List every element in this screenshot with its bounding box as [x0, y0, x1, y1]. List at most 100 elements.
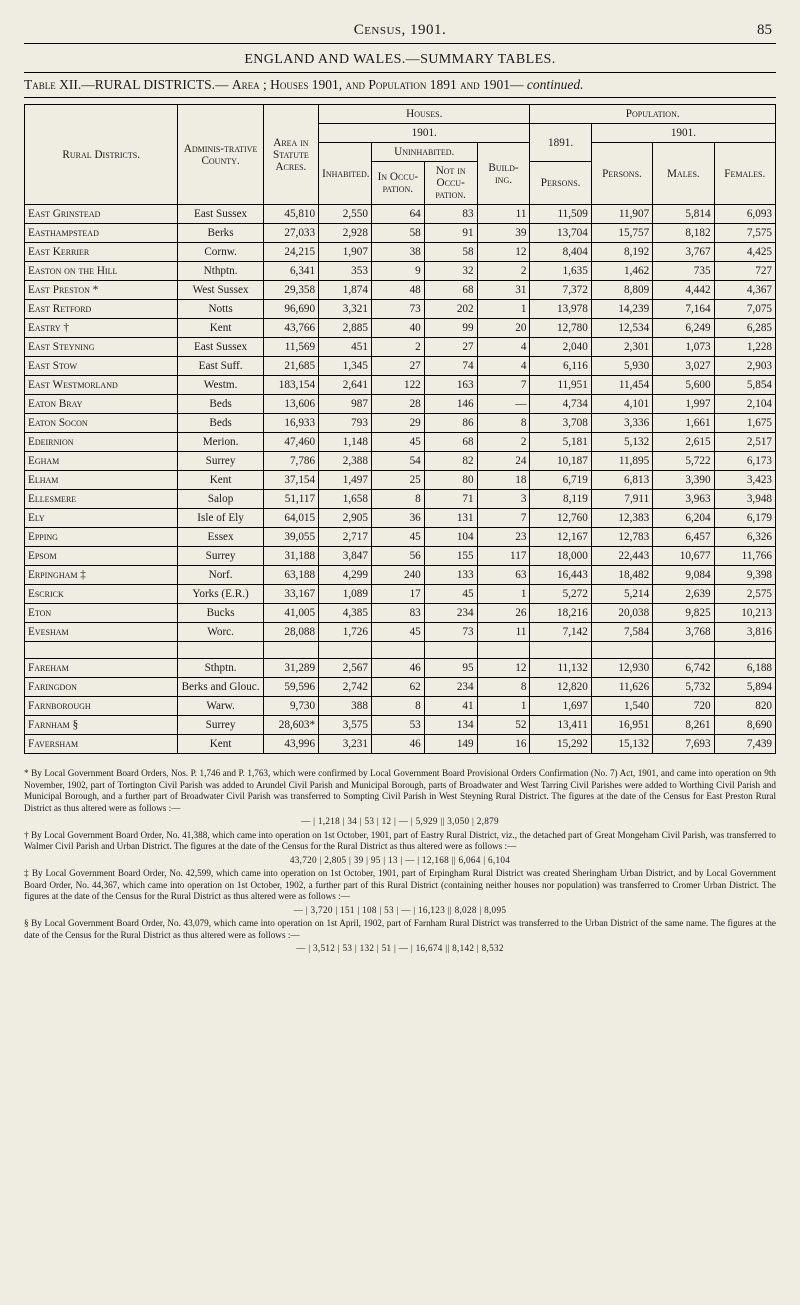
cell-females: 7,439 [714, 735, 775, 754]
cell-inhabited: 4,299 [319, 566, 372, 585]
cell-inhabited: 3,321 [319, 300, 372, 319]
cell-persons-1891: 13,978 [530, 300, 591, 319]
cell-females: 6,326 [714, 528, 775, 547]
cell-males: 2,615 [653, 433, 714, 452]
cell-building: 31 [477, 281, 530, 300]
cell-females: 11,766 [714, 547, 775, 566]
cell-district: East Westmorland [25, 376, 178, 395]
cell-county: East Sussex [178, 338, 263, 357]
cell-persons-1891: 18,000 [530, 547, 591, 566]
cell-county: Kent [178, 471, 263, 490]
cell-building: 8 [477, 678, 530, 697]
cell-in-occ: 45 [371, 623, 424, 642]
cell-district: East Kerrier [25, 243, 178, 262]
hdr-persons-1891: Persons. [530, 162, 591, 205]
cell-in-occ: 28 [371, 395, 424, 414]
cell-persons-1891: 8,404 [530, 243, 591, 262]
running-head: Census, 1901. [24, 22, 776, 39]
cell-district: Easthampstead [25, 224, 178, 243]
cell-in-occ: 83 [371, 604, 424, 623]
cell-county: Nthptn. [178, 262, 263, 281]
cell-not-in-occ: 104 [424, 528, 477, 547]
table-row: East GrinsteadEast Sussex45,8102,5506483… [25, 205, 776, 224]
cell-county: Isle of Ely [178, 509, 263, 528]
cell-males: 5,600 [653, 376, 714, 395]
cell-not-in-occ: 68 [424, 433, 477, 452]
hdr-pop-1901: 1901. [591, 124, 775, 143]
cell-persons-1901: 5,930 [591, 357, 652, 376]
cell-in-occ: 240 [371, 566, 424, 585]
cell-in-occ: 45 [371, 528, 424, 547]
cell-county: Notts [178, 300, 263, 319]
cell-not-in-occ: 163 [424, 376, 477, 395]
cell-county: Beds [178, 395, 263, 414]
cell-males: 6,742 [653, 659, 714, 678]
cell-county: Merion. [178, 433, 263, 452]
cell-area: 63,188 [263, 566, 318, 585]
cell-females: 3,816 [714, 623, 775, 642]
cell-not-in-occ: 80 [424, 471, 477, 490]
cell-persons-1891: 13,411 [530, 716, 591, 735]
table-row: East RetfordNotts96,6903,32173202113,978… [25, 300, 776, 319]
cell-persons-1901: 20,038 [591, 604, 652, 623]
cell-persons-1901: 16,951 [591, 716, 652, 735]
cell-not-in-occ: 41 [424, 697, 477, 716]
cell-persons-1901: 8,192 [591, 243, 652, 262]
cell-area: 16,933 [263, 414, 318, 433]
cell-not-in-occ: 73 [424, 623, 477, 642]
cell-county: Cornw. [178, 243, 263, 262]
cell-county: Norf. [178, 566, 263, 585]
cell-not-in-occ: 45 [424, 585, 477, 604]
table-row: EppingEssex39,0552,717451042312,16712,78… [25, 528, 776, 547]
cell-not-in-occ: 82 [424, 452, 477, 471]
cell-persons-1891: 5,181 [530, 433, 591, 452]
cell-persons-1891: 11,132 [530, 659, 591, 678]
cell-persons-1901: 11,454 [591, 376, 652, 395]
cell-persons-1891: 6,116 [530, 357, 591, 376]
cell-persons-1901: 12,383 [591, 509, 652, 528]
cell-males: 5,722 [653, 452, 714, 471]
cell-area: 24,215 [263, 243, 318, 262]
cell-in-occ: 46 [371, 659, 424, 678]
cell-persons-1901: 12,783 [591, 528, 652, 547]
hdr-houses: Houses. [319, 105, 530, 124]
table-row: Eaton SoconBeds16,933793298683,7083,3361… [25, 414, 776, 433]
cell-building: 63 [477, 566, 530, 585]
cell-area: 51,117 [263, 490, 318, 509]
cell-district: Fareham [25, 659, 178, 678]
cell-inhabited: 1,658 [319, 490, 372, 509]
footnote-dagger: † By Local Government Board Order, No. 4… [24, 830, 776, 853]
cell-females: 1,228 [714, 338, 775, 357]
cell-males: 3,963 [653, 490, 714, 509]
cell-county: Surrey [178, 547, 263, 566]
cell-males: 3,768 [653, 623, 714, 642]
cell-males: 1,997 [653, 395, 714, 414]
footnote-ddagger: ‡ By Local Government Board Order, No. 4… [24, 868, 776, 903]
cell-not-in-occ: 134 [424, 716, 477, 735]
cell-district: Edeirnion [25, 433, 178, 452]
cell-females: 6,173 [714, 452, 775, 471]
page-number: 85 [757, 22, 772, 39]
cell-not-in-occ: 27 [424, 338, 477, 357]
cell-persons-1901: 7,584 [591, 623, 652, 642]
cell-persons-1891: 4,734 [530, 395, 591, 414]
cell-males: 2,639 [653, 585, 714, 604]
cell-inhabited: 1,497 [319, 471, 372, 490]
cell-persons-1891: 6,719 [530, 471, 591, 490]
hdr-males: Males. [653, 143, 714, 205]
cell-persons-1891: 5,272 [530, 585, 591, 604]
cell-area: 28,088 [263, 623, 318, 642]
cell-not-in-occ: 131 [424, 509, 477, 528]
census-table: Rural Districts. Adminis-trative County.… [24, 104, 776, 754]
cell-area: 64,015 [263, 509, 318, 528]
table-row: East StowEast Suff.21,6851,345277446,116… [25, 357, 776, 376]
cell-persons-1901: 11,907 [591, 205, 652, 224]
cell-inhabited: 1,345 [319, 357, 372, 376]
footnote-star-mini: — | 1,218 | 34 | 53 | 12 | — | 5,929 || … [24, 816, 776, 828]
cell-females: 10,213 [714, 604, 775, 623]
cell-area: 28,603* [263, 716, 318, 735]
cell-district: Escrick [25, 585, 178, 604]
cell-district: Faversham [25, 735, 178, 754]
cell-in-occ: 53 [371, 716, 424, 735]
cell-persons-1891: 8,119 [530, 490, 591, 509]
